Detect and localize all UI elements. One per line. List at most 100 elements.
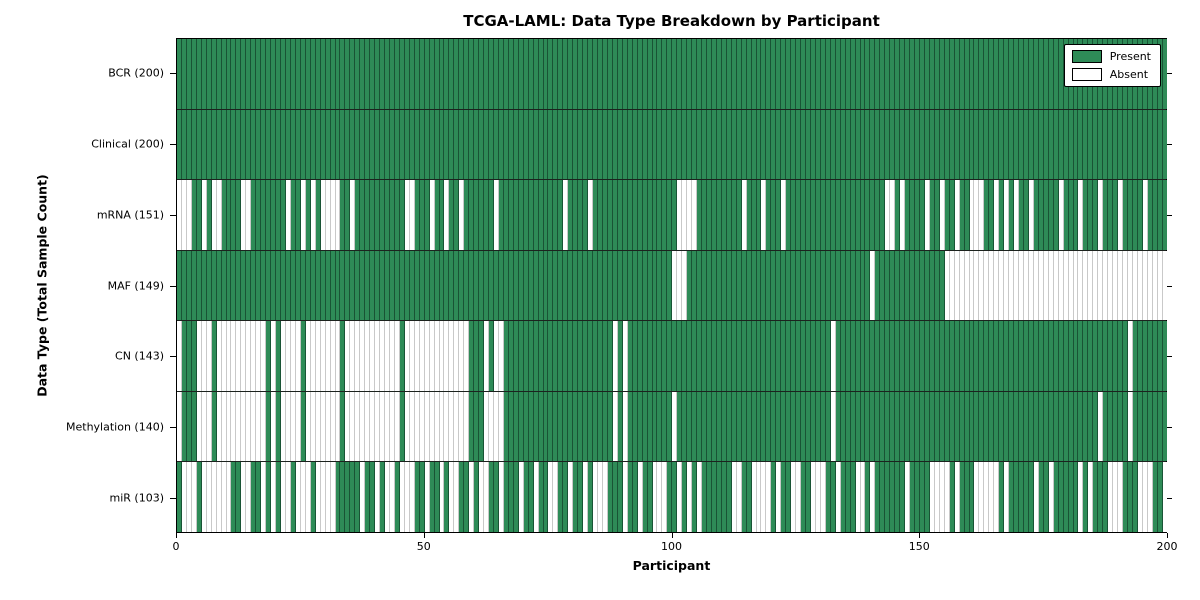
cell [231, 321, 237, 391]
cell [825, 250, 831, 321]
cell [865, 321, 871, 391]
cell [716, 321, 722, 391]
cell [1038, 391, 1044, 462]
cell [543, 39, 549, 109]
cell [711, 39, 717, 109]
cell [1019, 462, 1024, 533]
cell [771, 391, 777, 462]
cell [276, 321, 282, 391]
cell [1118, 180, 1124, 250]
cell [627, 391, 633, 462]
cell [375, 391, 381, 462]
cell [548, 391, 554, 462]
cell [196, 109, 202, 180]
cell [399, 180, 405, 250]
cell [226, 39, 232, 109]
cell [498, 321, 504, 391]
cell [1132, 250, 1138, 321]
cell [568, 321, 574, 391]
cell [419, 180, 425, 250]
cell [1004, 391, 1010, 462]
cell [1078, 180, 1084, 250]
cell [860, 180, 866, 250]
cell [1048, 250, 1054, 321]
cell [469, 39, 475, 109]
cell [325, 321, 331, 391]
cell [761, 462, 767, 533]
cell [414, 180, 420, 250]
cell [216, 180, 222, 250]
cell [181, 462, 187, 533]
cell [1152, 180, 1158, 250]
cell [1098, 109, 1104, 180]
cell [513, 462, 519, 533]
cell [538, 462, 544, 533]
cell [429, 180, 435, 250]
cell [692, 39, 698, 109]
heatmap-rows [177, 39, 1167, 533]
cell [984, 250, 990, 321]
cell [949, 109, 955, 180]
cell [895, 109, 901, 180]
cell [1152, 321, 1158, 391]
cell [389, 39, 395, 109]
cell [924, 391, 930, 462]
cell [910, 180, 916, 250]
cell [697, 180, 703, 250]
cell [1038, 321, 1044, 391]
cell [1132, 180, 1138, 250]
cell [979, 109, 985, 180]
cell [528, 391, 534, 462]
heatmap-row-maf [177, 249, 1167, 321]
cell [216, 39, 222, 109]
cell [632, 180, 638, 250]
cell [246, 462, 252, 533]
cell [583, 391, 589, 462]
cell [959, 391, 965, 462]
cell [791, 180, 797, 250]
cell [300, 462, 306, 533]
cell [191, 109, 197, 180]
cell [276, 250, 282, 321]
cell [880, 180, 886, 250]
cell [746, 321, 752, 391]
cell [251, 462, 257, 533]
cell [910, 321, 916, 391]
cell [533, 180, 539, 250]
cell [999, 39, 1005, 109]
cell [1157, 321, 1163, 391]
cell [355, 39, 361, 109]
cell [820, 321, 826, 391]
cell [305, 39, 311, 109]
cell [256, 321, 262, 391]
cell [682, 180, 688, 250]
cell [602, 391, 608, 462]
cell [1053, 462, 1059, 533]
cell [256, 462, 262, 533]
cell [360, 109, 366, 180]
cell [553, 250, 559, 321]
cell [543, 250, 549, 321]
cell [875, 391, 881, 462]
cell [741, 39, 747, 109]
cell [989, 321, 995, 391]
cell [677, 39, 683, 109]
cell [295, 250, 301, 321]
cell [949, 321, 955, 391]
cell [484, 321, 490, 391]
cell [598, 321, 603, 391]
cell [1009, 462, 1015, 533]
cell [543, 180, 549, 250]
cell [1078, 109, 1084, 180]
cell [528, 109, 534, 180]
cell [642, 109, 648, 180]
cell [761, 391, 767, 462]
cell [845, 39, 851, 109]
cell [573, 109, 579, 180]
cell [464, 321, 470, 391]
cell [761, 109, 767, 180]
cell [786, 180, 792, 250]
x-tick-mark [671, 533, 673, 538]
cell [474, 250, 480, 321]
cell [528, 321, 534, 391]
